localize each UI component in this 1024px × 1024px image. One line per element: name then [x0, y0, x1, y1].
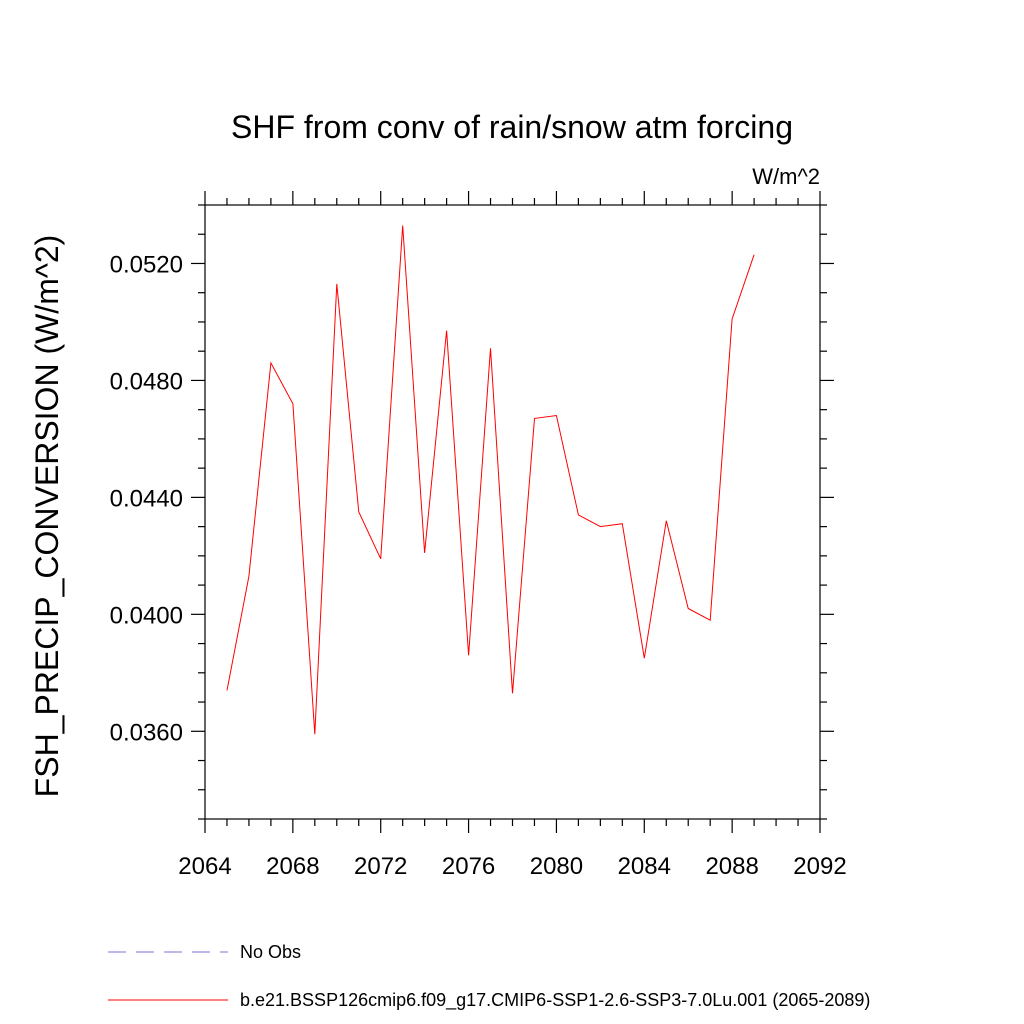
legend-label: b.e21.BSSP126cmip6.f09_g17.CMIP6-SSP1-2.… — [240, 990, 870, 1011]
x-tick-label: 2084 — [618, 853, 671, 880]
units-label: W/m^2 — [752, 164, 820, 189]
series-layer — [226, 225, 755, 735]
y-tick-label: 0.0480 — [110, 368, 183, 395]
y-tick-label: 0.0400 — [110, 602, 183, 629]
plot-frame — [204, 204, 821, 820]
chart-title: SHF from conv of rain/snow atm forcing — [231, 109, 793, 145]
y-tick-label: 0.0360 — [110, 719, 183, 746]
y-tick-label: 0.0520 — [110, 251, 183, 278]
x-tick-label: 2080 — [530, 853, 583, 880]
series-line — [226, 225, 755, 735]
x-tick-label: 2088 — [705, 853, 758, 880]
axis-tick-labels: 2064 2068 2072 2076 2080 2084 2088 2092 0.0360 0.… — [110, 251, 847, 880]
x-tick-label: 2068 — [266, 853, 319, 880]
x-tick-label: 2092 — [793, 853, 846, 880]
legend: No Obs b.e21.BSSP126cmip6.f09_g17.CMIP6-S… — [108, 942, 870, 1011]
axis-ticks — [191, 191, 834, 833]
y-tick-label: 0.0440 — [110, 485, 183, 512]
x-tick-label: 2076 — [442, 853, 495, 880]
x-tick-label: 2072 — [354, 853, 407, 880]
y-axis-label: FSH_PRECIP_CONVERSION (W/m^2) — [29, 235, 65, 798]
legend-label: No Obs — [240, 942, 301, 962]
x-tick-label: 2064 — [178, 853, 231, 880]
